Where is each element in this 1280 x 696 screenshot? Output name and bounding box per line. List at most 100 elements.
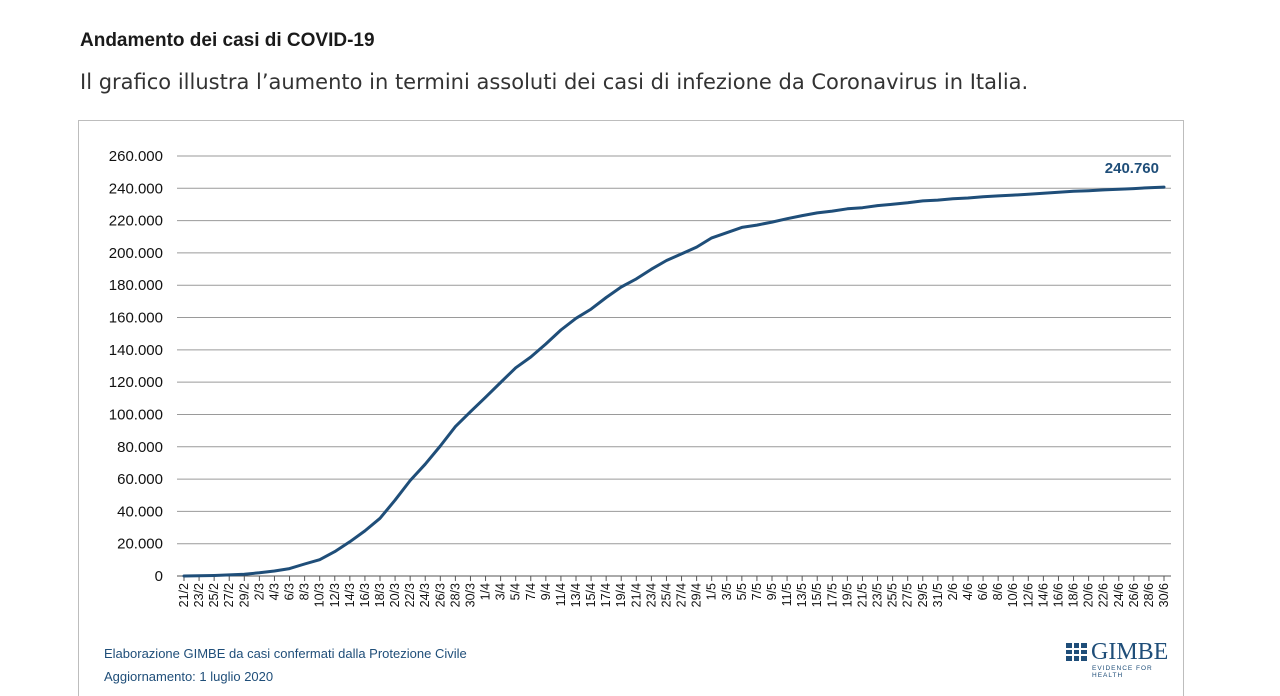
x-tick-label: 16/6 (1051, 583, 1065, 607)
x-tick-label: 25/4 (659, 583, 673, 607)
y-tick-label: 220.000 (109, 213, 163, 230)
data-point (303, 562, 306, 566)
data-point (680, 252, 683, 256)
x-tick-label: 29/4 (690, 583, 704, 607)
y-tick-label: 180.000 (109, 277, 163, 294)
y-tick-label: 120.000 (109, 374, 163, 391)
y-tick-label: 60.000 (117, 471, 163, 488)
chart-container: 0 20.000 40.000 60.000 80.000 100.000 120.000 1… (78, 120, 1184, 696)
x-tick-label: 9/5 (765, 583, 779, 600)
data-point (800, 214, 804, 217)
data-point (861, 206, 864, 209)
x-tick-label: 12/3 (328, 583, 342, 607)
data-point (439, 444, 442, 448)
data-point (650, 268, 653, 271)
x-tick-label: 11/5 (780, 583, 794, 606)
logo-tagline: EVIDENCE FOR HEALTH (1092, 665, 1153, 679)
y-tick-label: 240.000 (109, 180, 163, 197)
data-point (725, 231, 728, 234)
data-point (770, 220, 774, 224)
data-point (951, 197, 955, 201)
data-point (876, 204, 879, 207)
x-tick-label: 11/4 (554, 583, 568, 606)
data-point (408, 479, 412, 482)
data-point (1117, 188, 1120, 191)
data-point (635, 277, 638, 281)
x-tick-label: 7/4 (524, 583, 538, 600)
data-point (333, 550, 336, 553)
x-tick-label: 30/3 (463, 583, 477, 607)
data-point (936, 198, 940, 202)
x-tick-label: 27/5 (901, 583, 915, 607)
logo-name: GIMBE (1091, 639, 1169, 665)
x-tick-label: 22/6 (1097, 583, 1111, 607)
data-point (529, 355, 532, 359)
data-point (740, 226, 744, 229)
x-tick-label: 23/4 (644, 583, 658, 607)
data-point (514, 366, 517, 369)
data-point (1072, 190, 1075, 193)
x-tick-label: 12/6 (1021, 583, 1035, 607)
x-tick-label: 3/5 (720, 583, 734, 600)
x-tick-label: 1/5 (705, 583, 719, 600)
x-tick-label: 20/6 (1082, 583, 1096, 607)
x-tick-label: 23/5 (871, 583, 885, 607)
x-tick-label: 18/3 (373, 583, 387, 607)
data-point (755, 223, 759, 227)
data-point (1057, 191, 1060, 194)
x-tick-label: 16/3 (358, 583, 372, 607)
data-point (212, 574, 216, 577)
x-tick-label: 6/6 (976, 583, 990, 600)
x-tick-label: 17/5 (825, 583, 839, 607)
x-tick-label: 21/4 (629, 583, 643, 607)
x-tick-label: 1/4 (479, 583, 493, 600)
data-point (228, 573, 231, 577)
data-point (665, 259, 668, 262)
x-tick-label: 10/3 (313, 583, 327, 607)
y-tick-label: 0 (155, 568, 163, 585)
x-tick-label: 8/3 (298, 583, 312, 600)
x-tick-label: 14/6 (1036, 583, 1050, 607)
x-tick-label: 9/4 (539, 583, 553, 600)
data-point (620, 285, 623, 289)
x-tick-label: 24/6 (1112, 583, 1126, 607)
data-point (1147, 186, 1151, 189)
data-point (544, 342, 548, 346)
x-tick-label: 30/6 (1157, 583, 1171, 607)
data-point (243, 573, 246, 576)
x-tick-label: 21/5 (855, 583, 869, 607)
x-tick-label: 4/3 (267, 583, 281, 600)
data-point (574, 317, 578, 320)
x-tick-label: 21/2 (177, 583, 191, 607)
last-value-label: 240.760 (1105, 160, 1159, 177)
data-point (604, 296, 608, 299)
y-tick-label: 100.000 (109, 406, 163, 423)
source-line: Elaborazione GIMBE da casi confermati da… (104, 646, 467, 661)
data-point (454, 425, 457, 428)
source-note: Elaborazione GIMBE da casi confermati da… (104, 642, 467, 688)
update-date: Aggiornamento: 1 luglio 2020 (104, 669, 274, 684)
data-point (695, 245, 698, 249)
x-tick-label: 28/6 (1142, 583, 1156, 607)
data-point (499, 381, 502, 384)
data-point (1087, 189, 1090, 192)
data-point (846, 207, 849, 211)
x-tick-label: 5/5 (735, 583, 749, 600)
x-tick-label: 8/6 (991, 583, 1005, 600)
data-point (288, 567, 291, 570)
y-tick-label: 80.000 (117, 439, 163, 456)
x-tick-label: 19/5 (840, 583, 854, 607)
data-point (996, 194, 1000, 198)
data-point (831, 209, 834, 213)
x-tick-label: 10/6 (1006, 583, 1020, 607)
data-point (966, 196, 970, 200)
chart-heading: Andamento dei casi di COVID-19 (80, 30, 375, 51)
data-point (484, 396, 487, 399)
x-tick-label: 17/4 (599, 583, 613, 607)
gimbe-mark-icon (1066, 643, 1087, 661)
x-tick-label: 15/5 (810, 583, 824, 607)
data-point (363, 529, 367, 533)
x-tick-label: 25/5 (886, 583, 900, 607)
data-point (273, 569, 276, 573)
y-tick-label: 200.000 (109, 245, 163, 262)
